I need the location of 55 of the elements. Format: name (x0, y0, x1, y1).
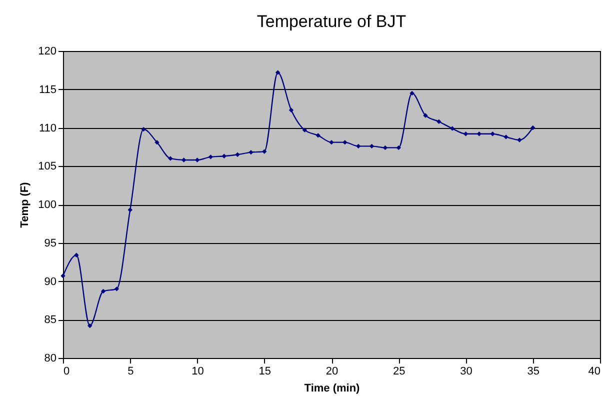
point (262, 149, 267, 154)
point (302, 128, 307, 132)
x-tick-label: 5 (128, 366, 134, 378)
x-tick-label: 25 (393, 366, 406, 378)
point (208, 154, 214, 160)
x-tick-label: 0 (64, 366, 70, 378)
y-tick-label: 90 (44, 276, 56, 288)
y-tick-label: 120 (38, 46, 56, 58)
point (504, 134, 508, 140)
point (114, 286, 120, 292)
point (423, 113, 428, 118)
y-tick-label: 80 (44, 352, 56, 364)
y-tick-label: 105 (38, 160, 56, 173)
point (181, 158, 186, 162)
point (222, 154, 226, 158)
point (410, 90, 414, 96)
point (74, 252, 79, 258)
point (450, 126, 455, 131)
point (100, 288, 106, 294)
point (490, 132, 495, 136)
point (141, 126, 146, 132)
y-tick-label: 110 (38, 122, 56, 134)
x-tick-label: 20 (326, 366, 338, 378)
point (369, 144, 374, 149)
point (275, 70, 280, 75)
point (517, 138, 522, 142)
x-tick-label: 30 (460, 366, 472, 378)
y-tick-label: 95 (44, 237, 56, 250)
point (382, 145, 388, 150)
point (463, 132, 468, 136)
y-tick-label: 100 (38, 199, 56, 211)
point (128, 208, 132, 212)
x-tick-label: 40 (588, 366, 600, 378)
point (396, 145, 401, 150)
point (356, 144, 361, 149)
y-axis-title: Temp (F) (19, 182, 32, 228)
point (288, 108, 294, 112)
y-tick-label: 85 (44, 314, 56, 326)
chart-title: Temperature of BJT (256, 12, 406, 31)
point (316, 133, 320, 138)
y-tick-label: 115 (38, 84, 56, 96)
x-tick-label: 35 (527, 366, 540, 378)
point (168, 156, 173, 161)
point (235, 152, 240, 157)
x-axis-title: Time (min) (304, 382, 360, 394)
point (530, 125, 536, 130)
point (329, 140, 334, 145)
point (436, 119, 442, 124)
point (154, 140, 160, 145)
x-tick-label: 10 (192, 366, 204, 378)
point (342, 140, 348, 145)
point (60, 274, 66, 278)
x-tick-label: 15 (258, 366, 271, 378)
point (248, 150, 254, 155)
point (88, 323, 92, 328)
